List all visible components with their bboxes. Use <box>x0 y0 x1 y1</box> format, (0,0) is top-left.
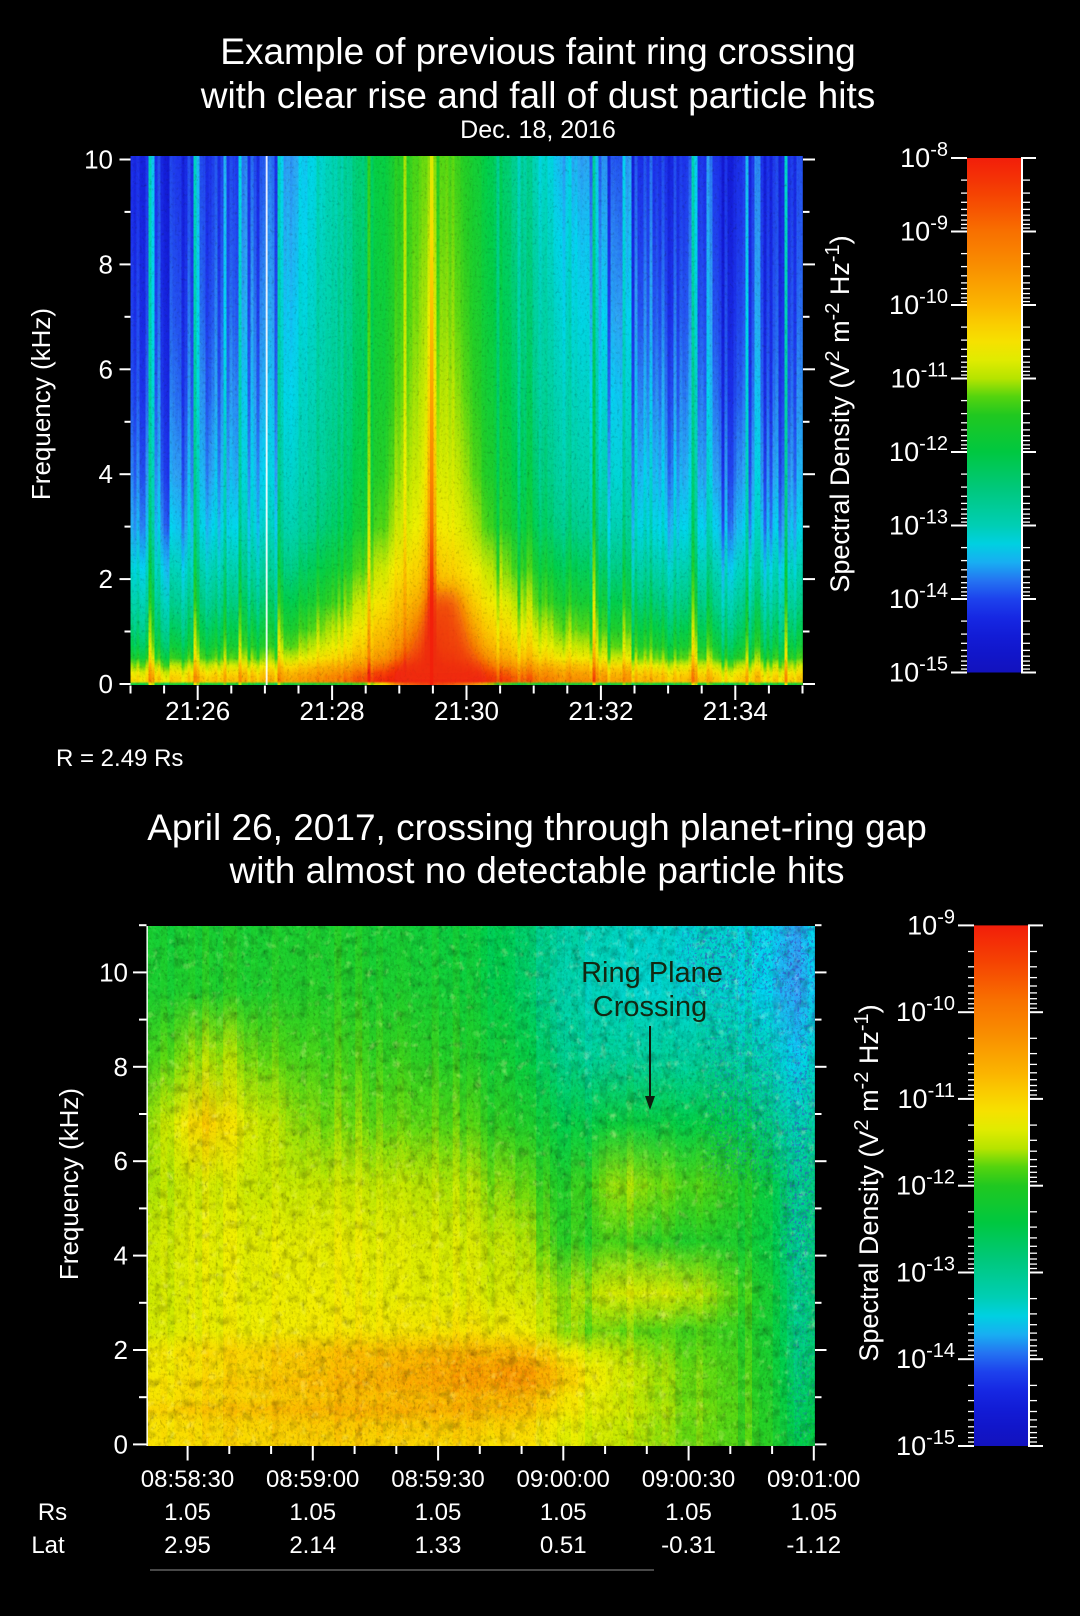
svg-text:10: 10 <box>99 957 128 987</box>
svg-text:Rs: Rs <box>38 1499 67 1526</box>
svg-text:10-11: 10-11 <box>898 1080 955 1114</box>
svg-text:2: 2 <box>99 564 113 594</box>
svg-text:0.51: 0.51 <box>540 1532 587 1559</box>
svg-text:Dec. 18, 2016: Dec. 18, 2016 <box>460 116 616 144</box>
svg-text:1.05: 1.05 <box>289 1499 336 1526</box>
svg-text:Spectral Density (V2 m-2 Hz-1): Spectral Density (V2 m-2 Hz-1) <box>822 235 855 592</box>
svg-text:08:59:30: 08:59:30 <box>391 1466 484 1493</box>
svg-text:8: 8 <box>114 1052 128 1082</box>
svg-text:April 26, 2017, crossing throu: April 26, 2017, crossing through planet-… <box>147 807 927 848</box>
svg-text:with almost no detectable part: with almost no detectable particle hits <box>229 850 845 891</box>
svg-text:1.33: 1.33 <box>415 1532 462 1559</box>
svg-text:09:00:30: 09:00:30 <box>642 1466 735 1493</box>
svg-text:2: 2 <box>114 1335 128 1365</box>
svg-text:with clear rise and fall of du: with clear rise and fall of dust particl… <box>200 75 876 116</box>
svg-text:Example of previous faint ring: Example of previous faint ring crossing <box>220 31 855 72</box>
svg-text:8: 8 <box>99 249 113 279</box>
svg-text:6: 6 <box>114 1146 128 1176</box>
svg-text:10-13: 10-13 <box>896 1254 955 1288</box>
svg-text:10-9: 10-9 <box>900 213 948 247</box>
svg-text:08:59:00: 08:59:00 <box>266 1466 359 1493</box>
svg-text:1.05: 1.05 <box>665 1499 712 1526</box>
svg-text:-0.31: -0.31 <box>661 1532 716 1559</box>
svg-text:21:32: 21:32 <box>568 696 633 726</box>
svg-text:6: 6 <box>99 354 113 384</box>
svg-text:21:30: 21:30 <box>434 696 499 726</box>
svg-text:21:26: 21:26 <box>165 696 230 726</box>
svg-text:21:28: 21:28 <box>300 696 365 726</box>
svg-text:1.05: 1.05 <box>164 1499 211 1526</box>
svg-text:Crossing: Crossing <box>593 991 707 1023</box>
svg-text:0: 0 <box>114 1429 128 1459</box>
svg-text:1.05: 1.05 <box>790 1499 837 1526</box>
svg-text:08:58:30: 08:58:30 <box>141 1466 234 1493</box>
svg-text:2.14: 2.14 <box>289 1532 336 1559</box>
svg-text:Frequency (kHz): Frequency (kHz) <box>26 308 56 500</box>
svg-text:Spectral Density (V2 m-2 Hz-1): Spectral Density (V2 m-2 Hz-1) <box>851 1004 884 1361</box>
svg-text:10-12: 10-12 <box>896 1167 955 1201</box>
svg-text:R = 2.49 Rs: R = 2.49 Rs <box>56 745 183 772</box>
svg-text:Frequency (kHz): Frequency (kHz) <box>54 1088 84 1280</box>
svg-text:21:34: 21:34 <box>703 696 768 726</box>
svg-text:0: 0 <box>99 669 113 699</box>
svg-text:4: 4 <box>114 1241 128 1271</box>
svg-text:4: 4 <box>99 459 113 489</box>
svg-text:1.05: 1.05 <box>540 1499 587 1526</box>
svg-text:09:00:00: 09:00:00 <box>516 1466 609 1493</box>
svg-text:1.05: 1.05 <box>415 1499 462 1526</box>
svg-text:10: 10 <box>84 145 113 175</box>
svg-text:-1.12: -1.12 <box>786 1532 841 1559</box>
svg-text:Ring Plane: Ring Plane <box>581 957 723 989</box>
svg-text:2.95: 2.95 <box>164 1532 211 1559</box>
svg-text:09:01:00: 09:01:00 <box>767 1466 860 1493</box>
svg-text:Lat: Lat <box>31 1532 65 1559</box>
